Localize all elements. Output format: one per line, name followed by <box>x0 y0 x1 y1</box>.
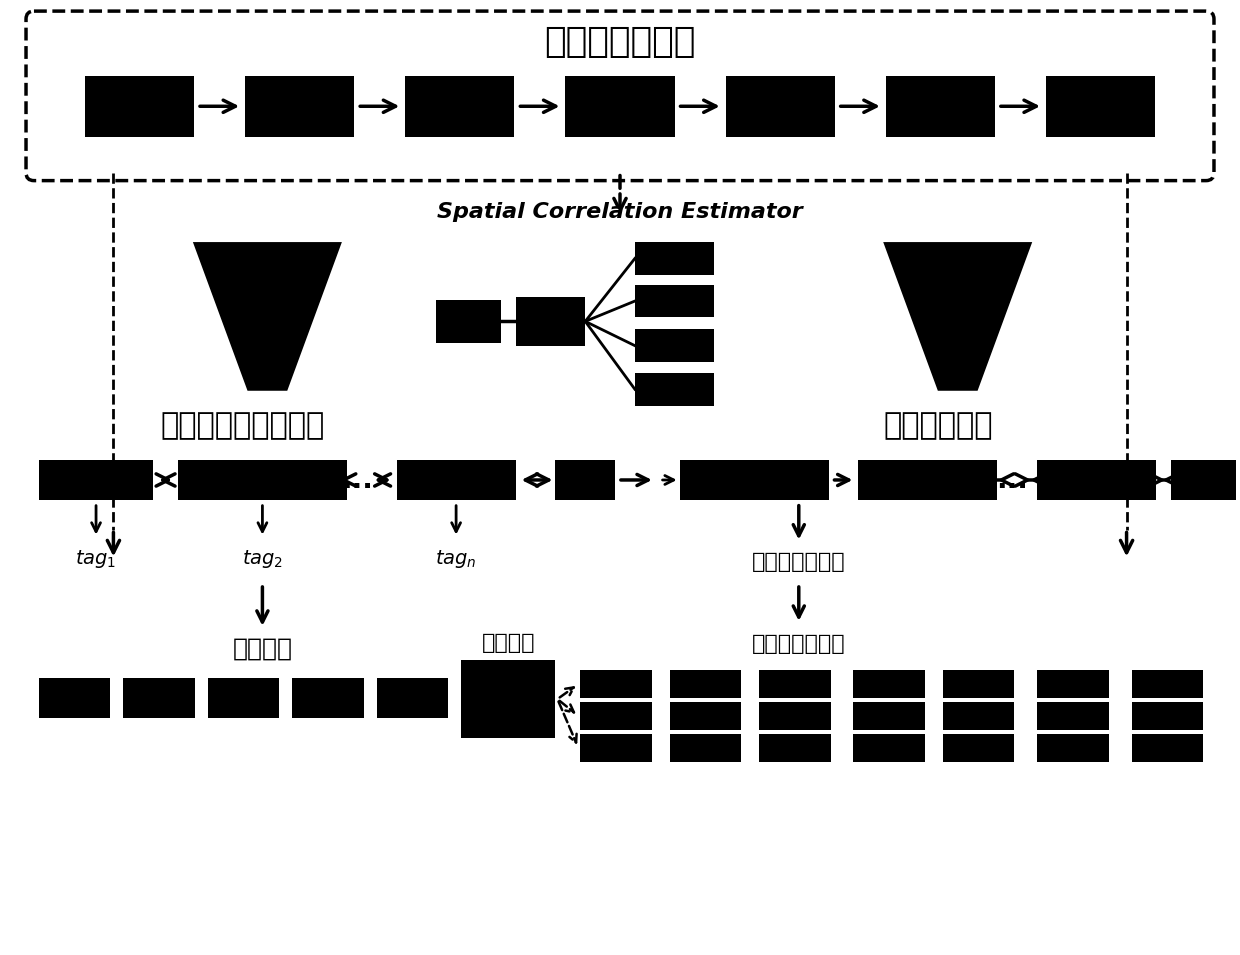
Bar <box>580 733 652 761</box>
Polygon shape <box>193 242 342 391</box>
Bar <box>1132 702 1203 730</box>
Bar <box>84 75 195 137</box>
Text: $tag_2$: $tag_2$ <box>242 548 283 570</box>
Bar <box>680 460 828 499</box>
Text: ...: ... <box>997 466 1028 494</box>
Bar <box>635 372 714 406</box>
Bar <box>461 661 556 737</box>
Bar <box>208 678 279 718</box>
Bar <box>759 733 831 761</box>
Bar <box>759 702 831 730</box>
Bar <box>670 670 742 698</box>
Bar <box>1037 733 1109 761</box>
Bar <box>725 75 835 137</box>
Bar <box>556 460 615 499</box>
Bar <box>38 678 110 718</box>
Bar <box>405 75 515 137</box>
Text: 候选的缺失数据: 候选的缺失数据 <box>751 552 846 572</box>
Bar <box>397 460 516 499</box>
Bar <box>853 670 925 698</box>
Bar <box>858 460 997 499</box>
Bar <box>516 297 585 346</box>
Bar <box>246 75 355 137</box>
Bar <box>1045 75 1156 137</box>
Text: 检测错误和缺失数据: 检测错误和缺失数据 <box>160 411 325 440</box>
Text: 采集的轨迹数据: 采集的轨迹数据 <box>544 25 696 59</box>
Bar <box>853 702 925 730</box>
Bar <box>1132 670 1203 698</box>
Polygon shape <box>883 242 1032 391</box>
Bar <box>1037 670 1109 698</box>
Bar <box>580 670 652 698</box>
Bar <box>436 300 501 343</box>
Bar <box>1172 460 1240 499</box>
Bar <box>293 678 363 718</box>
Text: $tag_1$: $tag_1$ <box>76 548 117 570</box>
Bar <box>580 702 652 730</box>
Bar <box>565 75 675 137</box>
Bar <box>942 670 1014 698</box>
Bar <box>635 329 714 362</box>
Text: $tag_n$: $tag_n$ <box>435 548 477 570</box>
Bar <box>38 460 154 499</box>
Text: Spatial Correlation Estimator: Spatial Correlation Estimator <box>438 202 802 223</box>
Bar <box>1037 702 1109 730</box>
Bar <box>1037 460 1157 499</box>
Bar <box>635 242 714 275</box>
Text: ...: ... <box>341 466 373 494</box>
Bar <box>377 678 448 718</box>
Text: 错误数据: 错误数据 <box>232 636 293 661</box>
Bar <box>885 75 994 137</box>
Text: 预测缺失数据: 预测缺失数据 <box>883 411 992 440</box>
Bar <box>759 670 831 698</box>
Bar <box>942 702 1014 730</box>
Text: 候选的缺失数据: 候选的缺失数据 <box>751 633 846 653</box>
Bar <box>670 733 742 761</box>
Bar <box>670 702 742 730</box>
Bar <box>179 460 347 499</box>
Bar <box>635 285 714 317</box>
Bar <box>123 678 195 718</box>
Bar <box>1132 733 1203 761</box>
Bar <box>942 733 1014 761</box>
Bar <box>853 733 925 761</box>
Text: 数据修复: 数据修复 <box>481 632 534 652</box>
